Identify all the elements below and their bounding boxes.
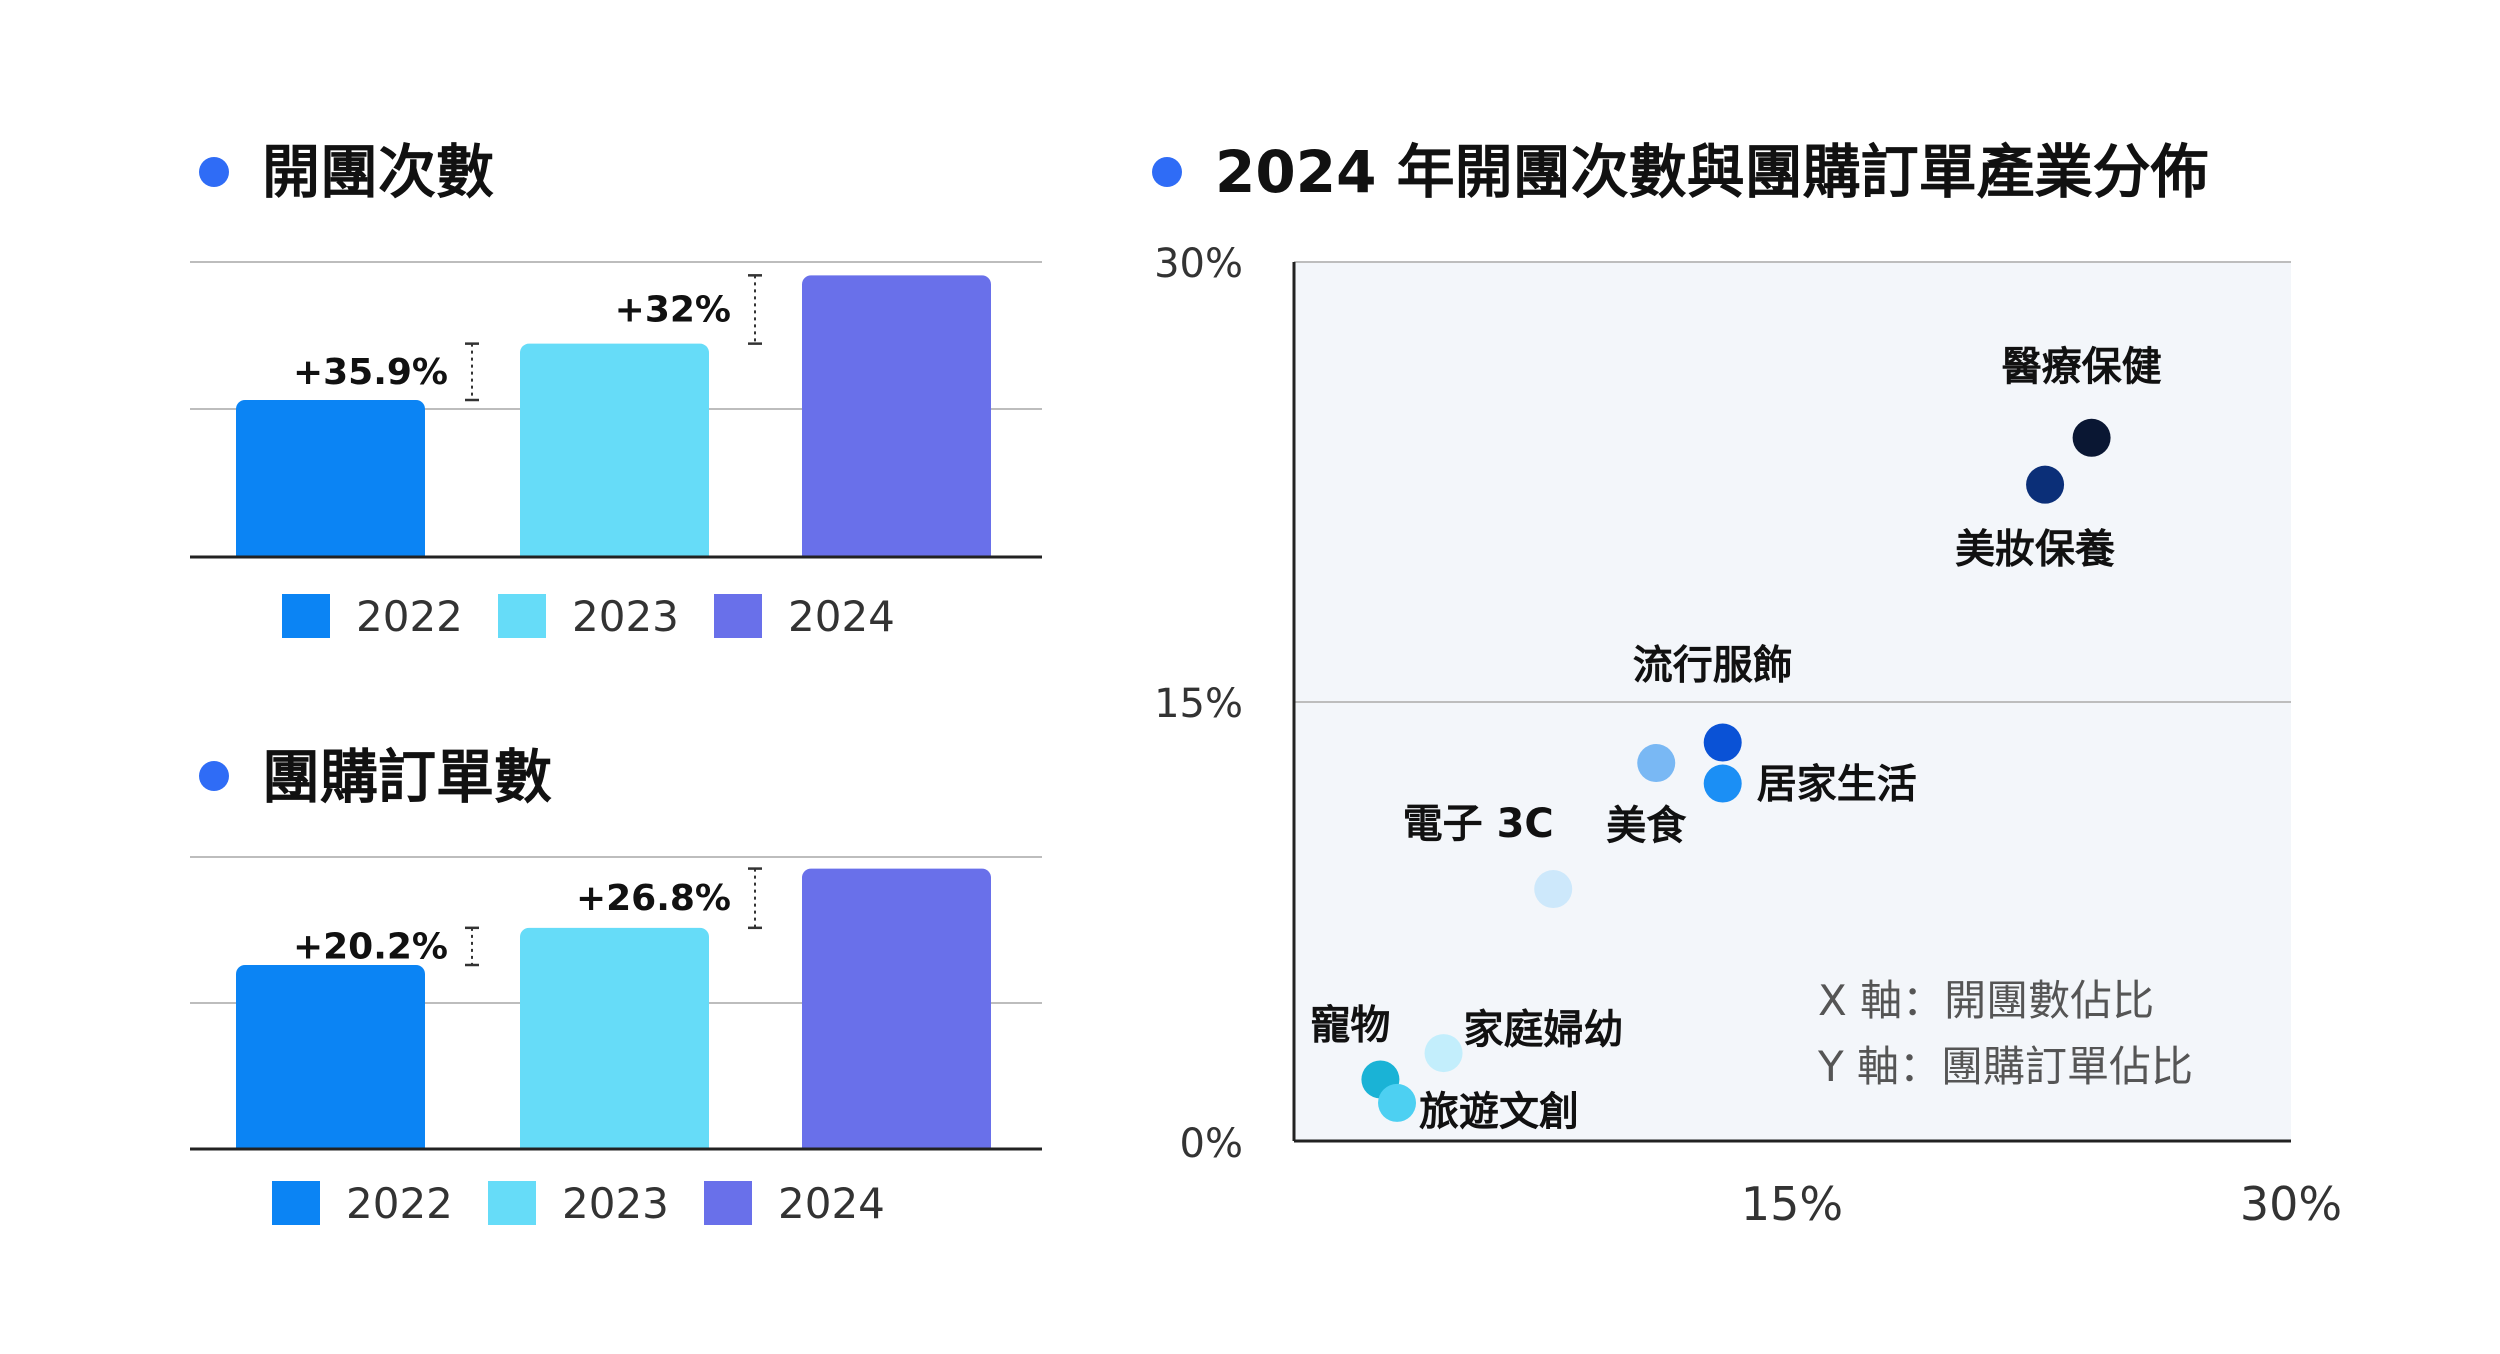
- chart-group-industry-scatter: 2024 年開團次數與團購訂單產業分佈 30% 15% 0% 15% 30% 醫…: [1152, 138, 2342, 1231]
- title-bullet: [1152, 157, 1182, 187]
- bar-2022: [236, 965, 425, 1149]
- bar-series: [236, 868, 991, 1149]
- title-bullet: [199, 761, 229, 791]
- legend-label-2024: 2024: [788, 592, 895, 641]
- legend: 2022 2023 2024: [272, 1179, 885, 1228]
- growth-annotations: +20.2% +26.8%: [293, 867, 762, 967]
- x-tick-label: 30%: [2240, 1177, 2342, 1231]
- chart-group-order-count: 團購訂單數 +20.2% +26.8% 2022 2023 2024: [190, 743, 1042, 1228]
- legend-label-2022: 2022: [346, 1179, 453, 1228]
- point-label: 美妝保養: [1955, 527, 2115, 573]
- legend-label-2023: 2023: [562, 1179, 669, 1228]
- legend: 2022 2023 2024: [282, 592, 895, 641]
- scatter-point: [1703, 764, 1742, 803]
- bar-2023: [520, 927, 709, 1149]
- bar-2024-base: [802, 545, 991, 557]
- x-tick-label: 15%: [1741, 1177, 1843, 1231]
- growth-label: +26.8%: [576, 878, 731, 919]
- legend-swatch-2023: [498, 594, 546, 638]
- point-label: 美食: [1606, 803, 1687, 849]
- scatter-point: [1378, 1083, 1417, 1122]
- bar-2023: [520, 343, 709, 557]
- legend-swatch-2022: [282, 594, 330, 638]
- bar-2024: [802, 275, 991, 557]
- legend-swatch-2023: [488, 1181, 536, 1225]
- legend-label-2023: 2023: [572, 592, 679, 641]
- scatter-point: [1534, 870, 1573, 909]
- x-axis-note: X 軸：開團數佔比: [1818, 976, 2154, 1025]
- chart-title: 2024 年開團次數與團購訂單產業分佈: [1215, 138, 2209, 206]
- scatter-point: [1703, 723, 1742, 762]
- chart-title: 開團次數: [262, 138, 494, 206]
- growth-label: +20.2%: [293, 926, 448, 967]
- point-label: 寵物: [1310, 1002, 1390, 1048]
- point-label: 流行服飾: [1633, 643, 1793, 689]
- bar-2024: [802, 868, 991, 1149]
- scatter-point: [2026, 465, 2065, 504]
- scatter-point: [1424, 1034, 1463, 1073]
- bar-2022-base: [236, 545, 425, 557]
- legend-swatch-2024: [714, 594, 762, 638]
- point-label: 醫療保健: [2002, 344, 2162, 390]
- bar-2024-base: [802, 1137, 991, 1149]
- title-bullet: [199, 157, 229, 187]
- legend-label-2022: 2022: [356, 592, 463, 641]
- y-tick-label: 30%: [1154, 241, 1243, 287]
- point-label: 居家生活: [1757, 762, 1917, 808]
- chart-group-open-count: 開團次數 +35.9% +32% 2022 2023 2024: [190, 138, 1042, 641]
- legend-swatch-2022: [272, 1181, 320, 1225]
- bar-series: [236, 275, 991, 557]
- point-label: 電子 3C: [1403, 801, 1554, 847]
- y-axis-note: Y 軸：團購訂單佔比: [1817, 1042, 2193, 1091]
- legend-swatch-2024: [704, 1181, 752, 1225]
- point-label: 家庭婦幼: [1464, 1007, 1624, 1053]
- y-tick-label: 15%: [1154, 681, 1243, 727]
- y-tick-label: 0%: [1180, 1121, 1243, 1167]
- point-label: 旅遊文創: [1419, 1089, 1579, 1135]
- bar-2022-base: [236, 1137, 425, 1149]
- bar-2022: [236, 400, 425, 557]
- growth-label: +32%: [615, 289, 731, 330]
- growth-annotations: +35.9% +32%: [293, 274, 762, 402]
- legend-label-2024: 2024: [778, 1179, 885, 1228]
- growth-label: +35.9%: [293, 352, 448, 393]
- scatter-point: [2072, 418, 2111, 457]
- chart-title: 團購訂單數: [262, 743, 552, 811]
- bar-2023-base: [520, 545, 709, 557]
- scatter-point: [1637, 744, 1676, 783]
- bar-2023-base: [520, 1137, 709, 1149]
